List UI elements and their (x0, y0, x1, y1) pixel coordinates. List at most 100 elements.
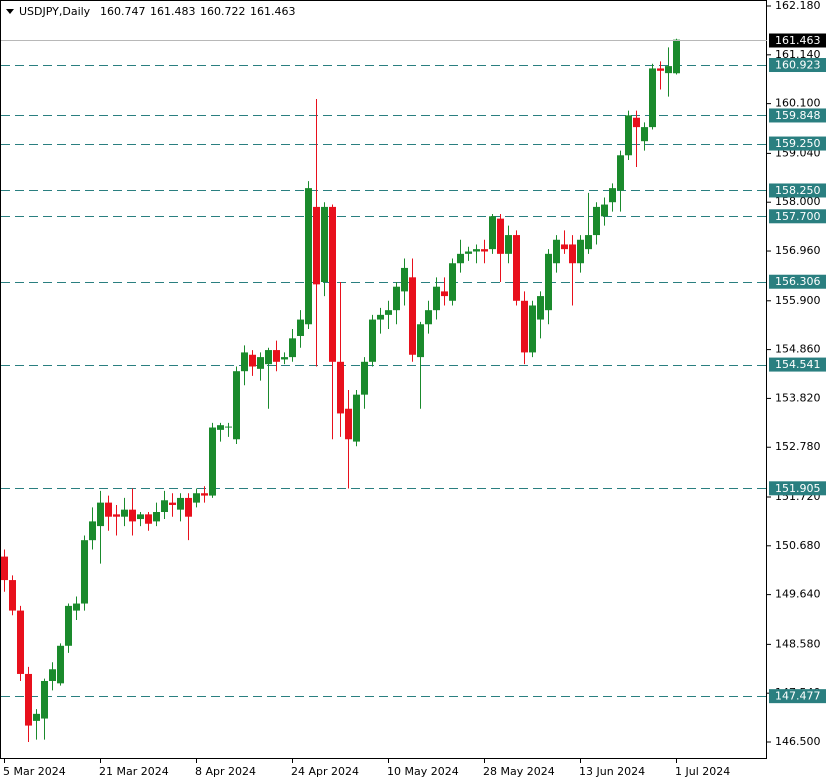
candle-body (249, 354, 256, 367)
candle-body (673, 39, 680, 74)
chart-title: USDJPY,Daily (19, 5, 91, 18)
level-label: 160.923 (775, 59, 821, 72)
x-tick-label: 21 Mar 2024 (99, 765, 169, 778)
header-open: 160.747 (100, 5, 146, 18)
candle-body (113, 514, 120, 517)
candle-body (585, 235, 592, 250)
level-label: 157.700 (775, 210, 821, 223)
candle-body (25, 673, 32, 726)
candle-body (9, 580, 16, 611)
level-label: 154.541 (775, 358, 821, 371)
candle-body (33, 713, 40, 721)
level-label-bg (769, 136, 826, 151)
candle-body (89, 521, 96, 541)
candle-body (505, 235, 512, 254)
candle-body (593, 206, 600, 236)
x-tick-label: 5 Mar 2024 (3, 765, 66, 778)
y-tick-label: 158.000 (775, 195, 821, 208)
level-label: 158.250 (775, 184, 821, 197)
candle-body (209, 427, 216, 496)
candle-body (137, 514, 144, 520)
y-tick-label: 149.640 (775, 588, 821, 601)
candle-body (441, 291, 448, 297)
candle-body (393, 286, 400, 311)
candle-body (353, 394, 360, 442)
level-label-bg (769, 108, 826, 123)
candle-body (65, 605, 72, 646)
candle-body (105, 502, 112, 517)
price-label-bg (769, 33, 826, 48)
candle-body (409, 277, 416, 355)
candle-body (305, 188, 312, 325)
candle-body (361, 361, 368, 395)
candle-body (369, 319, 376, 362)
level-label: 159.250 (775, 137, 821, 150)
candle-body (313, 206, 320, 285)
x-tick-label: 1 Jul 2024 (675, 765, 730, 778)
candle-body (49, 669, 56, 681)
level-label: 151.905 (775, 482, 821, 495)
x-tick-label: 8 Apr 2024 (195, 765, 256, 778)
candle-body (129, 509, 136, 522)
header-high: 161.483 (150, 5, 196, 18)
candle-body (457, 253, 464, 264)
y-tick-label: 155.900 (775, 294, 821, 307)
candle-body (281, 357, 288, 360)
x-tick-label: 24 Apr 2024 (291, 765, 359, 778)
candle-body (321, 206, 328, 283)
candle-body (329, 206, 336, 362)
candle-body (425, 310, 432, 325)
candle-body (377, 314, 384, 320)
level-label: 147.477 (775, 690, 821, 703)
candle-body (153, 512, 160, 522)
candle-body (185, 497, 192, 517)
level-label-bg (769, 274, 826, 289)
candle-body (201, 493, 208, 496)
candle-body (617, 155, 624, 191)
candle-body (265, 350, 272, 365)
candle-body (273, 350, 280, 362)
candle-body (193, 493, 200, 503)
candle-body (417, 324, 424, 358)
candle-body (57, 645, 64, 684)
x-tick-label: 28 May 2024 (483, 765, 555, 778)
y-tick-label: 146.500 (775, 735, 821, 748)
candle-body (609, 188, 616, 203)
candle-body (345, 408, 352, 440)
level-label: 159.848 (775, 109, 821, 122)
candle-body (433, 286, 440, 311)
y-tick-label: 156.960 (775, 244, 821, 257)
candle-body (553, 239, 560, 264)
candle-body (97, 502, 104, 527)
candle-body (521, 300, 528, 353)
candle-body (465, 251, 472, 254)
x-tick-label: 13 Jun 2024 (579, 765, 645, 778)
candle-body (649, 68, 656, 128)
candle-body (121, 509, 128, 517)
header-close: 161.463 (250, 5, 296, 18)
candle-body (73, 603, 80, 611)
level-label-bg (769, 183, 826, 198)
candle-body (561, 244, 568, 250)
y-tick-label: 161.140 (775, 48, 821, 61)
candle-body (337, 361, 344, 414)
candle-body (169, 502, 176, 505)
candle-body (489, 216, 496, 250)
x-tick-label: 10 May 2024 (387, 765, 459, 778)
y-tick-label: 154.860 (775, 343, 821, 356)
candle-body (633, 117, 640, 128)
candle-body (1, 556, 8, 581)
y-tick-label: 160.100 (775, 97, 821, 110)
candle-body (177, 497, 184, 510)
menu-arrow (6, 9, 14, 14)
header-low: 160.722 (200, 5, 246, 18)
candle-body (513, 235, 520, 301)
candle-body (537, 296, 544, 320)
candle-body (161, 500, 168, 513)
candle-body (81, 540, 88, 604)
level-label-bg (769, 209, 826, 224)
level-label: 156.306 (775, 275, 821, 288)
candle-body (401, 267, 408, 292)
candle-body (217, 425, 224, 430)
